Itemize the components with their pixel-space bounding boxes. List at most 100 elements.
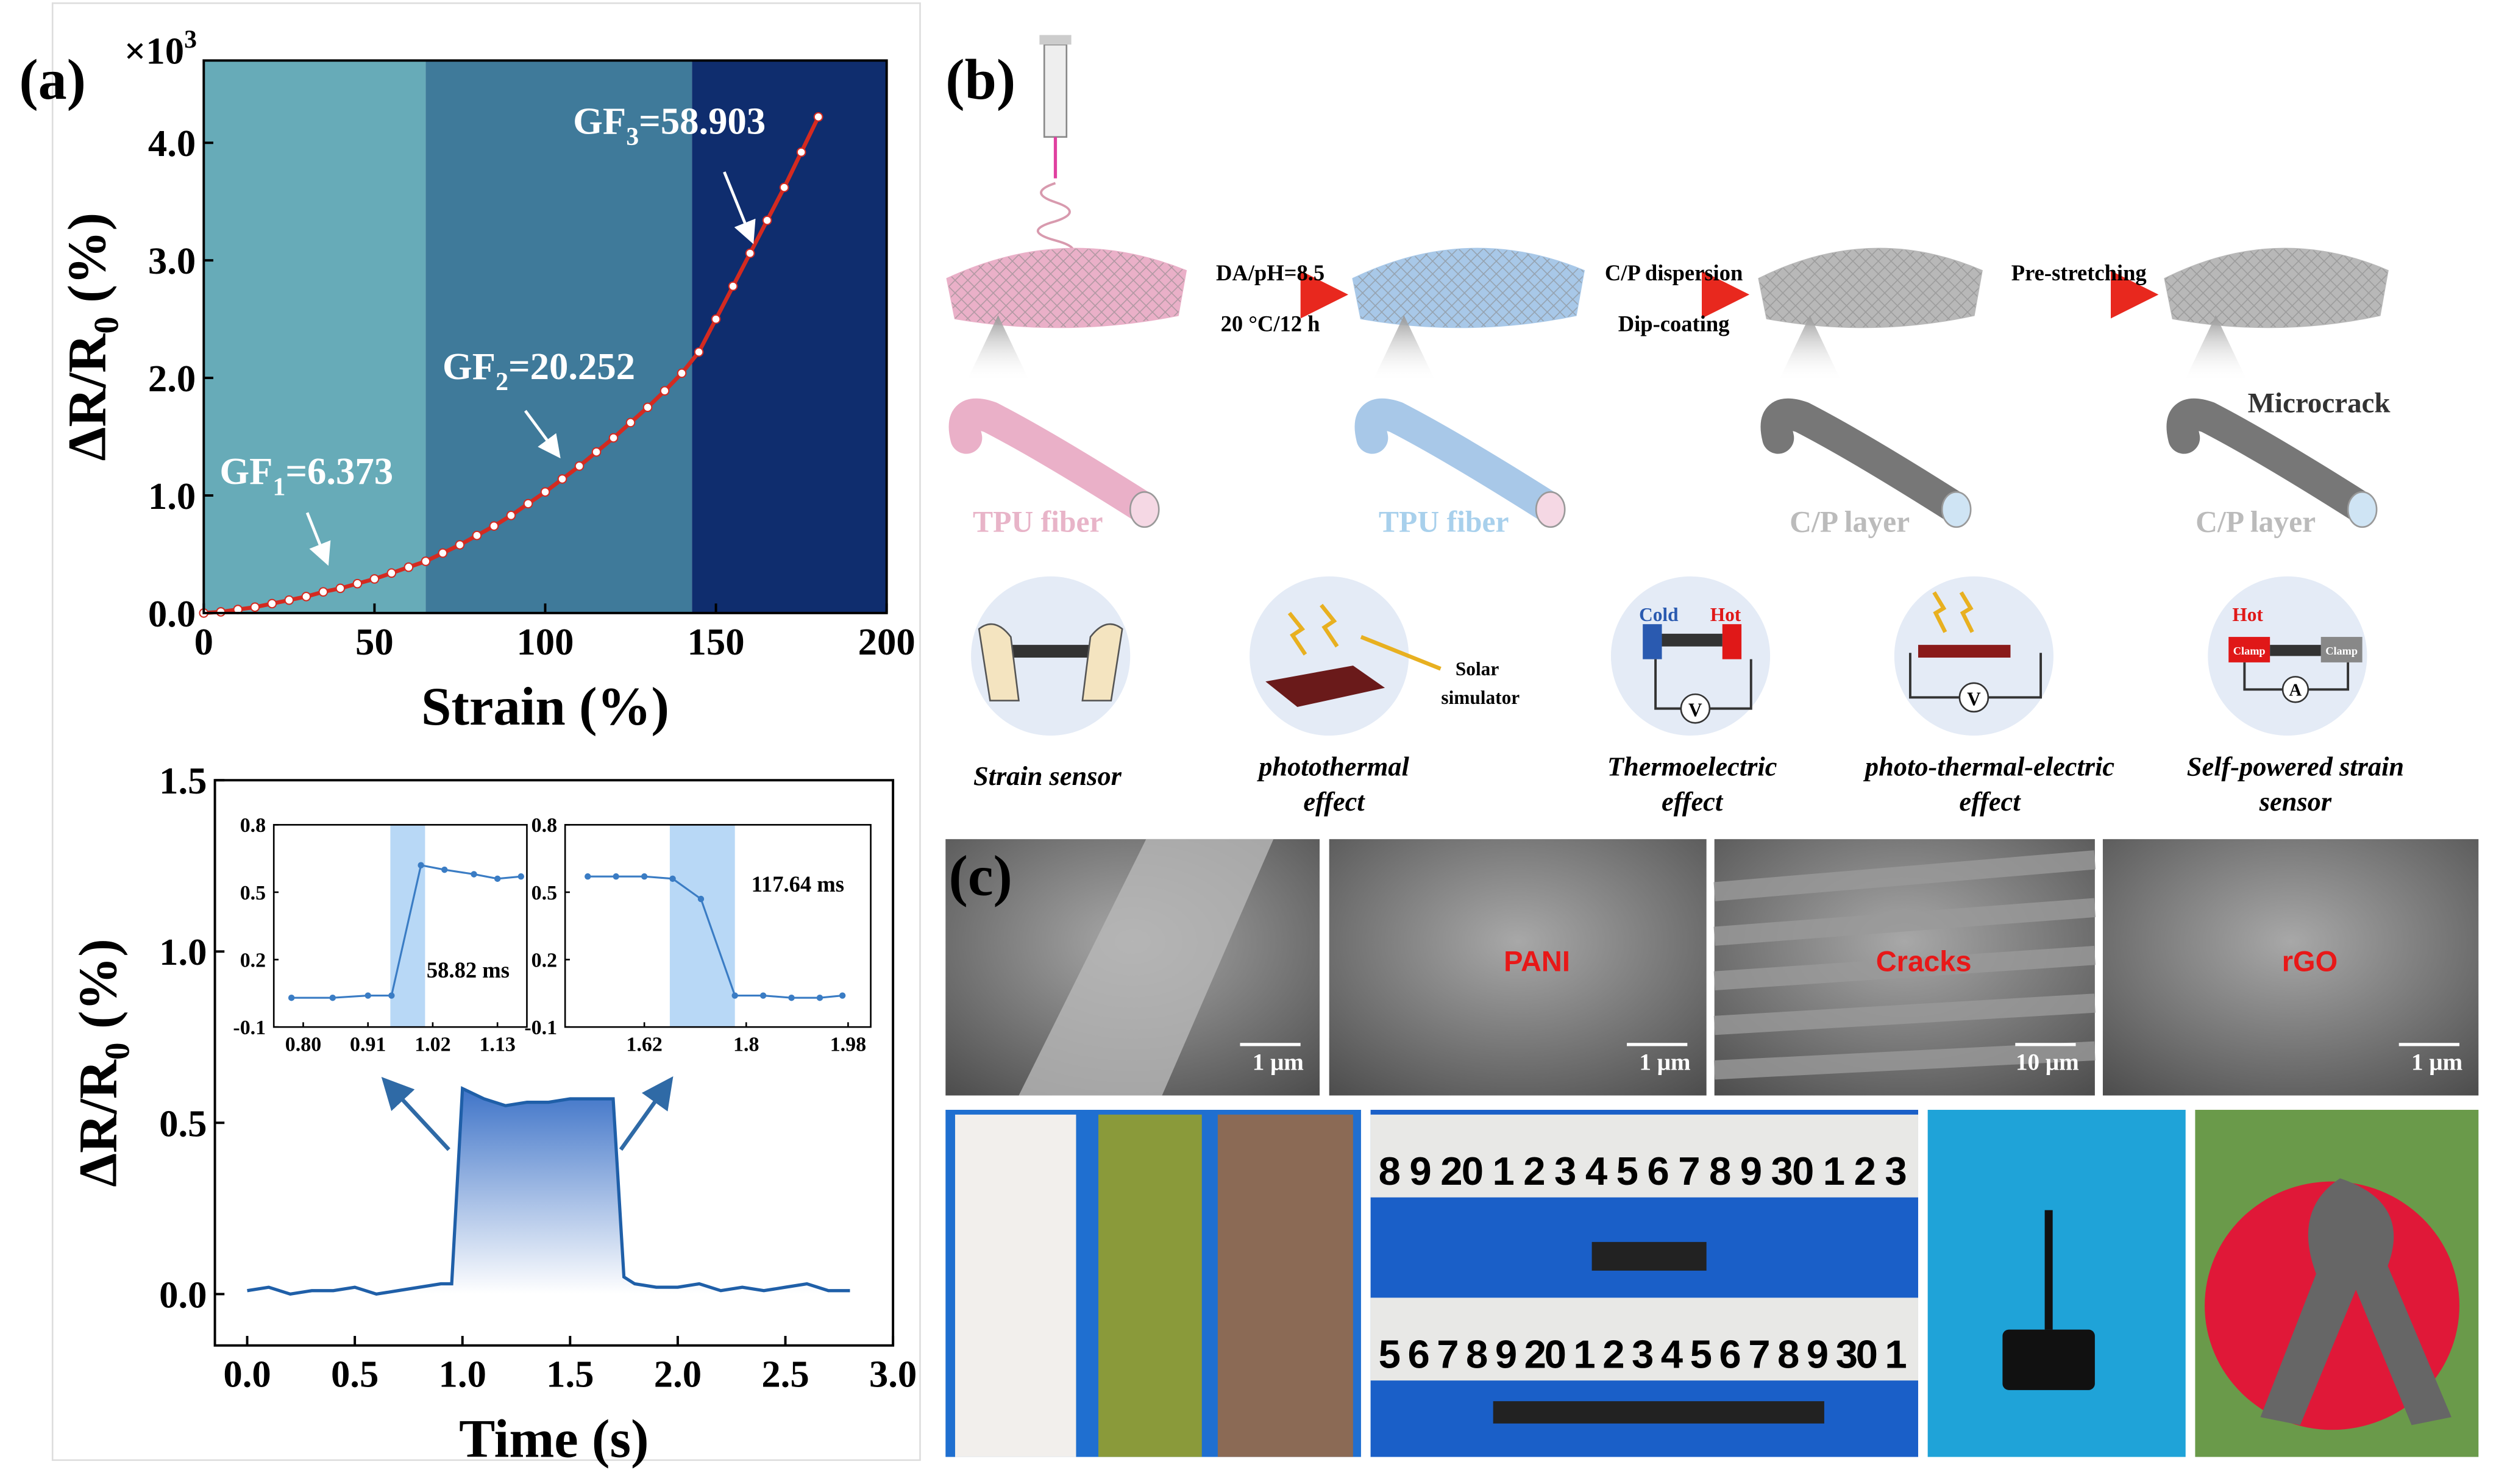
chart: 0 50 100 150 200 0.0 1.0 2.0 3.0 4.0 Strain (%) ΔR/… [57,59,916,737]
syringe [1036,35,1075,261]
shaded-region [204,60,426,613]
light-rays [1287,603,1339,656]
x-tick-label: 2.0 [654,1353,702,1396]
annotation-sub: 3 [626,123,639,151]
sample-strip [955,1114,1076,1457]
annotation-rest: =20.252 [508,345,635,388]
phone [2002,1329,2095,1390]
data-point [540,487,550,497]
y-tick-label: -0.1 [524,1017,557,1039]
y-tick-label: 0.0 [159,1273,207,1316]
panel-label: (b) [945,48,1015,112]
data-line [588,875,843,999]
step-label: C/P dispersion [1605,260,1743,285]
cold-block [1643,624,1662,659]
data-point [517,873,525,880]
caption: photothermal [1256,751,1409,781]
data-point [762,215,772,225]
x-tick-label: 2.5 [761,1353,809,1396]
clamp [2228,637,2270,662]
y-tick-label: 1.0 [148,475,196,517]
data-point [506,510,516,520]
data-point [677,368,687,378]
step-label: Dip-coating [1618,311,1730,336]
fiber-sem [1713,850,2096,901]
data-point [364,992,371,999]
chart: 0.80 0.91 1.02 1.13 -0.1 0.2 0.5 0.8 [233,814,528,1056]
caption: photo-thermal-electric [1863,751,2115,781]
annotation-rest: =58.903 [639,99,766,142]
data-point [421,556,431,566]
data-point [404,562,414,572]
fiber-label: TPU fiber [973,505,1103,539]
data-point [574,461,585,471]
data-point [591,447,602,457]
shaded-region [425,60,692,613]
data-point [441,866,448,873]
annotation-arrow [524,410,561,459]
photothermal-film [1265,666,1385,708]
data-point [472,530,482,541]
fiber-label: TPU fiber [1379,505,1509,539]
data-point [660,386,670,396]
data-point [669,875,676,882]
micrograph-label: rGO [2282,945,2338,978]
x-tick-label: 1.02 [414,1033,450,1056]
data-point [585,873,591,880]
data-point [301,592,311,602]
fiber-sem [1713,898,2096,946]
plot-frame [202,59,888,614]
y-tick-label: 2.0 [148,357,196,400]
x-tick-label: 0.5 [331,1353,379,1396]
self-powered-strip [2270,645,2321,656]
data-point [471,871,477,878]
y-axis-title-main: ΔR/R [69,1059,129,1187]
inset-annotation: 58.82 ms [427,957,510,982]
fiber [1354,398,1563,522]
y-axis-title-unit: (%) [69,939,129,1042]
annotation-text: GF [219,450,272,492]
annotation-arrow [723,171,756,244]
x-tick-label: 50 [355,620,394,663]
annotation-rest: =6.373 [285,450,393,492]
data-point [284,595,294,605]
te-strip [1662,633,1723,647]
scale-bar: 1 μm [2411,1049,2462,1076]
plot-frame [564,824,872,1028]
highlight-region [669,825,735,1028]
y-axis-title: ΔR/R0 (%) [69,939,137,1187]
light-beam [1360,635,1442,671]
step-label: DA/pH=8.5 [1216,260,1324,285]
caption: Thermoelectric [1607,751,1777,781]
fiber [1760,398,1969,522]
x-axis-title: Strain (%) [421,677,669,737]
fiber-mat-texture [2164,248,2388,328]
multiplier-exp: 3 [184,26,197,54]
scale-bar: 1 μm [1639,1049,1690,1076]
step-label: 20 °C/12 h [1221,311,1320,336]
plot-frame [213,779,895,1347]
x-tick-label: 0.0 [223,1353,271,1396]
clamp-text: Clamp [2325,645,2358,657]
icon-circle [1250,576,1409,736]
y-tick-label: -0.1 [233,1017,266,1039]
cone [1778,315,1842,383]
x-tick-label: 150 [688,620,745,663]
sample-strip [1217,1114,1353,1457]
data-point [745,248,755,258]
chart: 0.0 0.5 1.0 1.5 2.0 2.5 3.0 0.0 0.5 1.0 1.5 Time (s… [69,759,917,1469]
data-point [613,873,619,880]
clamp-text: Clamp [2233,645,2266,657]
ribbon [2260,1178,2452,1425]
data-point [267,598,277,609]
x-tick-label: 1.13 [479,1033,515,1056]
meter-label: A [2289,681,2302,700]
meter [1958,682,1989,713]
x-tick-label: 1.5 [546,1353,594,1396]
y-tick-label: 0.0 [148,592,196,635]
x-tick-label: 0.80 [285,1033,321,1056]
data-point [335,583,346,594]
sample-photo [1493,1401,1824,1424]
